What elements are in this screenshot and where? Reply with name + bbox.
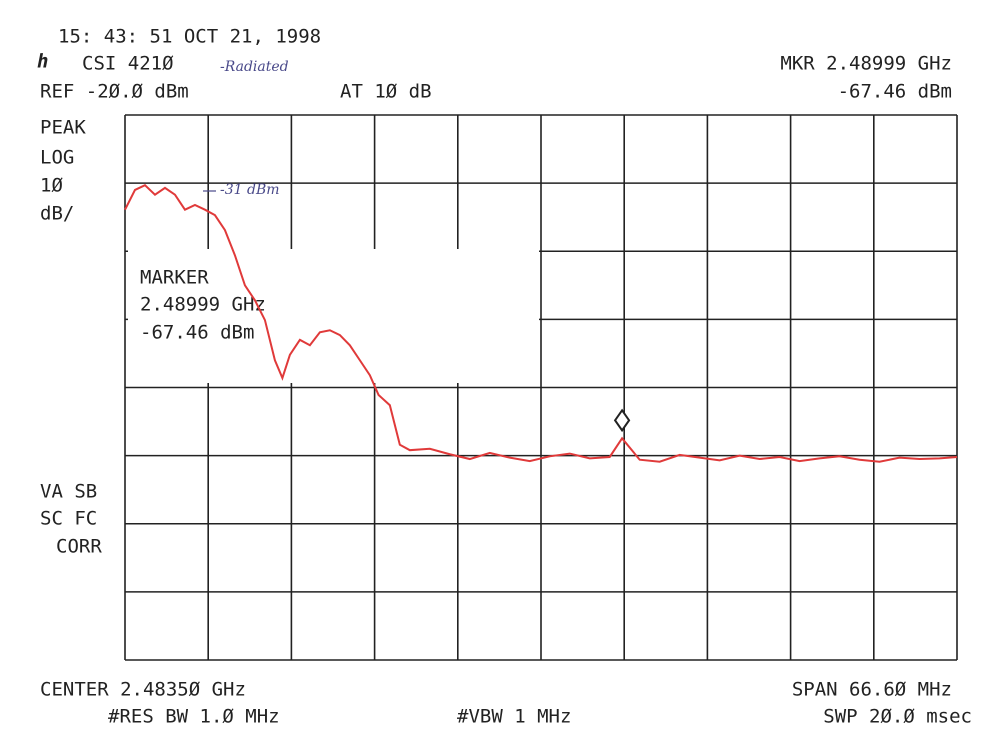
attenuation: AT 1Ø dB (340, 81, 432, 103)
side-label: 1Ø (40, 175, 63, 197)
timestamp: 15: 43: 51 OCT 21, 1998 (58, 26, 321, 48)
center-frequency: CENTER 2.4835Ø GHz (40, 679, 246, 701)
marker-box-text: 2.48999 GHz (140, 294, 266, 316)
side-label: CORR (56, 536, 102, 558)
side-label: VA SB (40, 481, 97, 503)
side-label: PEAK (40, 117, 86, 139)
marker-diamond (613, 408, 631, 433)
instrument: CSI 421Ø (82, 53, 174, 75)
marker-frequency: MKR 2.48999 GHz (780, 53, 952, 75)
marker-box-text: MARKER (140, 267, 209, 289)
side-label: LOG (40, 147, 74, 169)
sweep-time: SWP 2Ø.Ø msec (823, 706, 972, 728)
handwritten-note: -Radiated (220, 59, 289, 75)
handwritten-peak-note: -31 dBm (220, 182, 280, 198)
resolution-bandwidth: #RES BW 1.Ø MHz (108, 706, 280, 728)
marker-box-text: -67.46 dBm (140, 322, 254, 344)
marker-box (128, 249, 539, 383)
logo: ℎ (37, 51, 48, 73)
side-label: SC FC (40, 508, 97, 530)
span: SPAN 66.6Ø MHz (792, 679, 952, 701)
marker-level: -67.46 dBm (838, 81, 952, 103)
reference-level: REF -2Ø.Ø dBm (40, 81, 189, 103)
side-label: dB/ (40, 203, 74, 225)
video-bandwidth: #VBW 1 MHz (457, 706, 571, 728)
trace (124, 183, 958, 463)
